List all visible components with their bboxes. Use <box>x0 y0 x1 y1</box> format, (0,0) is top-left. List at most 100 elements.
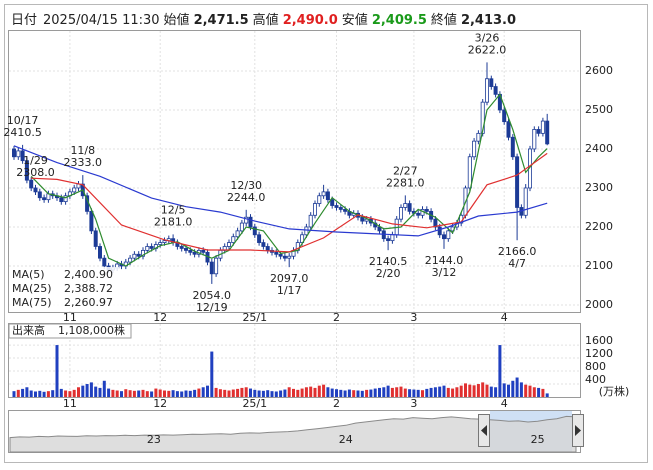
volume-bar <box>515 377 519 397</box>
volume-bar <box>141 389 145 397</box>
volume-bar <box>120 391 123 397</box>
volume-bar <box>421 390 424 397</box>
annotation-value: 2097.0 <box>270 272 309 285</box>
candle-body <box>360 216 365 222</box>
y-tick-label: 2600 <box>585 64 613 77</box>
volume-bar <box>68 391 72 397</box>
volume-bar <box>137 390 141 397</box>
annotation-date: 4/7 <box>508 257 526 270</box>
volume-bar <box>29 390 33 397</box>
volume-bar <box>25 387 29 397</box>
x-tick-label: 25/1 <box>242 311 267 324</box>
candle-body <box>261 242 266 247</box>
candle-body <box>506 121 511 138</box>
candle-body <box>515 156 520 208</box>
candle-body <box>59 197 64 203</box>
volume-bar <box>231 389 235 397</box>
candle-body <box>416 212 421 216</box>
candle-body <box>20 150 25 162</box>
volume-bar <box>154 388 158 397</box>
candle-body <box>209 261 214 275</box>
candle-body <box>136 253 141 257</box>
candle-body <box>433 218 438 228</box>
candle-body <box>545 120 550 145</box>
volume-bar <box>214 387 218 397</box>
volume-bar <box>300 388 304 397</box>
volume-bar <box>124 389 128 397</box>
volume-bar <box>128 390 132 397</box>
candle-body <box>128 257 133 263</box>
volume-bar <box>403 388 407 397</box>
candle-body <box>338 207 343 210</box>
volume-bar <box>42 391 46 397</box>
volume-bar <box>89 382 93 397</box>
volume-bar <box>507 384 510 397</box>
volume-bar <box>85 384 89 397</box>
candle-body <box>140 249 145 257</box>
volume-bar <box>292 388 295 397</box>
volume-bar <box>102 380 106 397</box>
candle-body <box>192 251 197 255</box>
annotation-value: 2054.0 <box>193 289 232 302</box>
volume-bar <box>464 383 467 397</box>
volume-bar <box>545 393 549 397</box>
candle-body <box>24 160 29 181</box>
volume-bar <box>494 387 498 397</box>
x-tick-label: 3 <box>410 397 417 410</box>
y-tick-label: 2200 <box>585 220 613 233</box>
y-tick-label: 2300 <box>585 181 613 194</box>
candle-body <box>287 255 292 259</box>
volume-bar <box>94 386 98 397</box>
field-label: 安値 <box>341 13 368 28</box>
candle-body <box>274 251 279 255</box>
volume-bar <box>442 385 446 397</box>
candle-body <box>158 242 163 245</box>
ma-line <box>31 152 548 253</box>
volume-bar <box>326 387 330 397</box>
volume-bar <box>218 389 222 397</box>
volume-plot <box>12 345 549 397</box>
volume-bar <box>352 390 356 397</box>
candle-body <box>476 132 481 142</box>
volume-bar <box>270 391 274 397</box>
volume-bar <box>115 390 119 397</box>
candle-body <box>312 203 317 216</box>
handle-right-arrow[interactable] <box>575 425 581 436</box>
candle-body <box>441 234 446 240</box>
volume-bar <box>175 391 179 397</box>
annotation-value: 2281.0 <box>386 176 425 189</box>
volume-bar <box>257 390 261 397</box>
volume-bar <box>498 345 502 397</box>
volume-bar <box>287 387 291 397</box>
volume-bar <box>145 391 149 397</box>
volume-bar <box>34 391 37 397</box>
annotation-date: 3/26 <box>475 31 500 44</box>
candle-body <box>239 222 244 232</box>
handle-left-arrow[interactable] <box>481 425 487 436</box>
candle-body <box>29 179 34 189</box>
candle-body <box>145 246 150 251</box>
candle-body <box>132 253 137 259</box>
volume-bar <box>519 382 523 397</box>
field-value: 2,409.5 <box>371 13 427 28</box>
candle-body <box>321 191 326 197</box>
volume-bar <box>38 390 42 397</box>
volume-bar <box>223 389 227 397</box>
x-tick-label: 11 <box>63 311 77 324</box>
volume-current: 1,108,000株 <box>58 323 125 337</box>
volume-bar <box>51 390 55 397</box>
candle-body <box>72 187 77 193</box>
candle-body <box>183 248 188 251</box>
volume-bar <box>261 390 265 397</box>
legend-value: 2,388.72 <box>64 282 113 295</box>
volume-bar <box>240 387 244 397</box>
volume-bar <box>378 387 381 397</box>
navigator-area <box>9 415 577 453</box>
volume-bar <box>317 385 321 397</box>
volume-bar <box>55 345 59 397</box>
candle-body <box>424 209 429 212</box>
candle-body <box>42 197 47 201</box>
candle-body <box>484 78 489 103</box>
legend-box <box>9 267 119 311</box>
